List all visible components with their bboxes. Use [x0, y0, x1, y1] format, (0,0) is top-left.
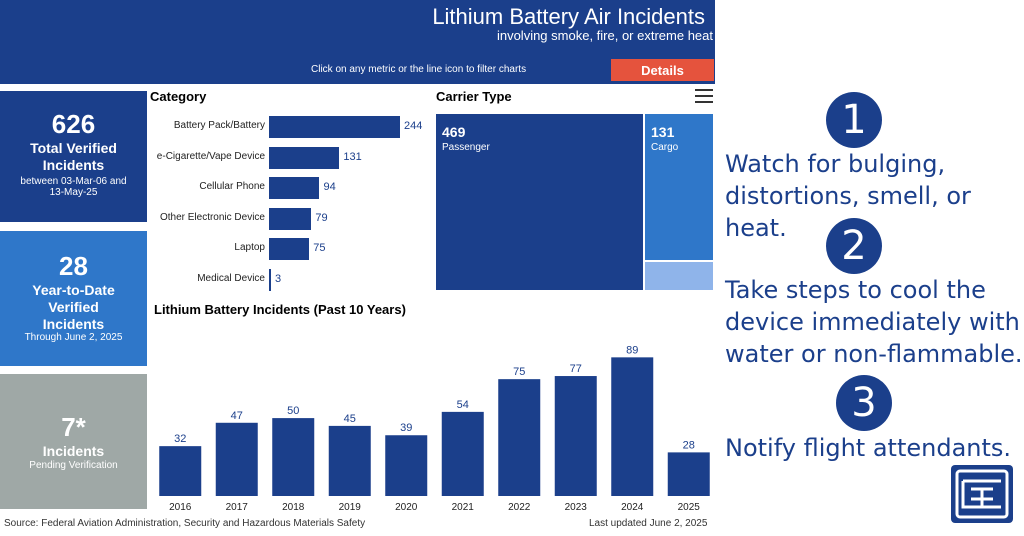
- category-value: 3: [275, 272, 282, 285]
- category-value: 94: [323, 181, 336, 193]
- year-tick-label: 2023: [565, 502, 588, 513]
- kpi-pending[interactable]: 7* Incidents Pending Verification: [0, 374, 147, 509]
- step-text-line: Notify flight attendants.: [725, 434, 1012, 462]
- category-value: 131: [343, 150, 362, 163]
- category-bar[interactable]: [269, 146, 340, 169]
- category-label: e-Cigarette/Vape Device: [156, 150, 265, 162]
- dashboard-subtitle: involving smoke, fire, or extreme heat: [496, 28, 713, 43]
- step-2-badge: 2: [826, 218, 882, 274]
- year-bar-value: 54: [457, 399, 469, 411]
- category-label: Other Electronic Device: [159, 211, 265, 223]
- year-bar-value: 47: [231, 410, 243, 422]
- dashboard-title: Lithium Battery Air Incidents: [432, 4, 705, 29]
- filter-hint: Click on any metric or the line icon to …: [311, 64, 527, 75]
- category-label: Battery Pack/Battery: [173, 120, 265, 131]
- year-bar[interactable]: [159, 446, 202, 496]
- step-text-line: Watch for bulging,: [725, 150, 946, 178]
- year-bar[interactable]: [328, 425, 371, 496]
- category-title: Category: [150, 89, 207, 104]
- kpi-sub: Pending Verification: [29, 459, 118, 471]
- category-bar[interactable]: [269, 207, 312, 230]
- step-text-line: device immediately with: [725, 308, 1020, 336]
- year-tick-label: 2019: [339, 502, 362, 513]
- category-label: Medical Device: [197, 272, 265, 284]
- category-row[interactable]: Cellular Phone 94: [150, 177, 435, 199]
- year-bar[interactable]: [554, 376, 597, 496]
- step-1-text: Watch for bulging, distortions, smell, o…: [725, 148, 1024, 244]
- category-row[interactable]: e-Cigarette/Vape Device 131: [150, 146, 435, 169]
- cargo-value: 131: [651, 124, 675, 140]
- category-bar[interactable]: [269, 238, 310, 260]
- category-bar[interactable]: [269, 268, 271, 291]
- year-bar[interactable]: [441, 411, 484, 496]
- step-3-badge: 3: [836, 375, 892, 431]
- category-value: 79: [315, 211, 328, 224]
- kpi-number: 28: [59, 251, 88, 281]
- last-updated: Last updated June 2, 2025: [589, 518, 708, 529]
- category-value: 244: [404, 120, 423, 132]
- kpi-sub: between 03-Mar-06 and 13-May-25: [20, 175, 127, 198]
- year-tick-label: 2022: [508, 502, 531, 513]
- year-bar-value: 45: [344, 413, 356, 425]
- category-row[interactable]: Medical Device 3: [150, 268, 435, 291]
- treemap-cargo[interactable]: 131 Cargo: [645, 114, 713, 260]
- cargo-label: Cargo: [651, 142, 679, 153]
- category-row[interactable]: Battery Pack/Battery 244: [150, 116, 435, 138]
- treemap-other[interactable]: [645, 262, 713, 290]
- treemap-passenger[interactable]: 469 Passenger: [436, 114, 643, 290]
- details-button[interactable]: Details: [611, 59, 714, 81]
- category-row[interactable]: Laptop 75: [150, 238, 435, 260]
- year-tick-label: 2017: [226, 502, 249, 513]
- yearly-title: Lithium Battery Incidents (Past 10 Years…: [154, 302, 406, 317]
- year-tick-label: 2024: [621, 502, 644, 513]
- brand-logo-icon: [951, 465, 1013, 523]
- year-bar[interactable]: [611, 357, 654, 496]
- year-tick-label: 2016: [169, 502, 192, 513]
- kpi-label: Incidents: [42, 443, 105, 459]
- carrier-title: Carrier Type: [436, 89, 512, 104]
- step-text-line: Take steps to cool the: [725, 276, 986, 304]
- step-text-line: distortions, smell, or heat.: [725, 182, 971, 242]
- category-value: 75: [313, 242, 326, 254]
- year-bar-value: 89: [626, 344, 638, 356]
- yearly-bar-chart: 32 2016 47 2017 50 2018 45 2019 39 2020 54 2021 75 20…: [159, 344, 710, 513]
- year-tick-label: 2020: [395, 502, 418, 513]
- category-row[interactable]: Other Electronic Device 79: [150, 207, 435, 230]
- kpi-number: 7*: [61, 412, 86, 442]
- dashboard-header: Lithium Battery Air Incidents involving …: [0, 0, 715, 84]
- year-tick-label: 2025: [678, 502, 701, 513]
- year-bar-value: 28: [683, 439, 695, 451]
- year-bar-value: 39: [400, 422, 412, 434]
- category-label: Laptop: [234, 242, 265, 253]
- kpi-total-verified[interactable]: 626 Total Verified Incidents between 03-…: [0, 91, 147, 222]
- year-bar[interactable]: [667, 452, 710, 496]
- step-text-line: water or non-flammable.: [725, 340, 1023, 368]
- passenger-label: Passenger: [442, 142, 490, 153]
- category-bar[interactable]: [269, 177, 320, 199]
- year-bar[interactable]: [498, 379, 541, 496]
- step-1-badge: 1: [826, 92, 882, 148]
- kpi-ytd-verified[interactable]: 28 Year-to-Date Verified Incidents Throu…: [0, 231, 147, 366]
- category-bar[interactable]: [269, 116, 400, 138]
- step-2-text: Take steps to cool the device immediatel…: [725, 274, 1023, 370]
- kpi-label: Year-to-Date Verified Incidents: [32, 282, 115, 332]
- year-bar[interactable]: [272, 418, 315, 496]
- source-note: Source: Federal Aviation Administration,…: [4, 518, 366, 529]
- year-bar-value: 75: [513, 366, 525, 378]
- year-tick-label: 2021: [452, 502, 475, 513]
- year-bar-value: 77: [570, 363, 582, 375]
- kpi-sub: Through June 2, 2025: [24, 332, 123, 344]
- hamburger-menu-icon[interactable]: [695, 89, 713, 103]
- passenger-value: 469: [442, 124, 466, 140]
- year-bar[interactable]: [385, 435, 428, 496]
- kpi-label: Total Verified Incidents: [30, 140, 117, 173]
- year-bar[interactable]: [215, 422, 258, 496]
- year-tick-label: 2018: [282, 502, 305, 513]
- year-bar-value: 32: [174, 433, 186, 445]
- category-label: Cellular Phone: [199, 181, 265, 192]
- kpi-number: 626: [51, 109, 96, 139]
- year-bar-value: 50: [287, 405, 299, 417]
- step-3-text: Notify flight attendants.: [725, 432, 1011, 464]
